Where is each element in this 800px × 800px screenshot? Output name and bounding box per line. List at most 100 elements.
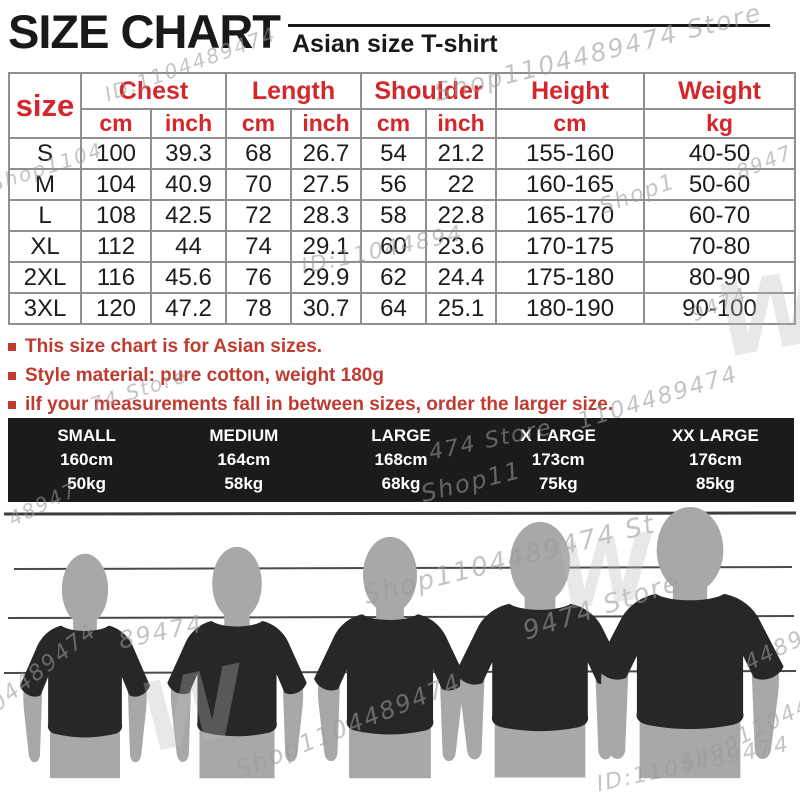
figure-x-large xyxy=(455,521,625,778)
chest-cm-unit: cm xyxy=(80,108,152,139)
value-cell: 76 xyxy=(225,261,292,294)
banner-size-label: X LARGE xyxy=(520,426,596,446)
value-cell: 22 xyxy=(425,168,498,201)
value-cell: 74 xyxy=(225,230,292,263)
size-cell: 3XL xyxy=(8,292,82,325)
value-cell: 26.7 xyxy=(289,137,363,170)
table-group-header-row: size Chest Length Shoulder Height Weight xyxy=(8,72,797,139)
table-row: L 108 42.5 72 28.3 58 22.8 165-170 60-70 xyxy=(8,199,797,232)
value-cell: 25.1 xyxy=(425,292,498,325)
note-item: Style material: pure cotton, weight 180g xyxy=(8,365,613,387)
value-cell: 112 xyxy=(80,230,152,263)
banner-weight: 58kg xyxy=(224,473,264,493)
value-cell: 108 xyxy=(80,199,152,232)
height-column-header: Height xyxy=(495,72,646,110)
value-cell: 64 xyxy=(360,292,428,325)
subtitle-rule xyxy=(288,24,770,27)
height-cm-unit: cm xyxy=(495,108,646,139)
length-inch-unit: inch xyxy=(289,108,363,139)
value-cell: 56 xyxy=(360,168,428,201)
page-subtitle: Asian size T-shirt xyxy=(292,30,498,58)
chest-column-header: Chest xyxy=(80,72,227,110)
value-cell: 78 xyxy=(225,292,292,325)
table-unit-header-row: cm inch cm inch cm inch cm kg xyxy=(9,108,797,139)
banner-weight: 85kg xyxy=(696,473,735,493)
note-bullet-icon xyxy=(8,372,16,380)
notes-list: This size chart is for Asian sizes. Style… xyxy=(8,336,613,423)
value-cell: 39.3 xyxy=(150,137,227,170)
value-cell: 70 xyxy=(225,168,292,201)
value-cell: 58 xyxy=(360,199,428,232)
size-cell: M xyxy=(8,168,82,201)
value-cell: 44 xyxy=(150,230,227,263)
value-cell: 40.9 xyxy=(150,168,227,201)
size-cell: 2XL xyxy=(8,261,82,294)
value-cell: 62 xyxy=(360,261,428,294)
value-cell: 120 xyxy=(80,292,152,325)
value-cell: 27.5 xyxy=(289,168,363,201)
value-cell: 116 xyxy=(80,261,152,294)
size-banner: SMALL 160cm 50kg MEDIUM 164cm 58kg LARGE 168cm 6… xyxy=(8,418,794,502)
note-item: This size chart is for Asian sizes. xyxy=(8,336,613,358)
weight-column-header: Weight xyxy=(643,72,797,110)
shoulder-cm-unit: cm xyxy=(360,108,428,139)
banner-height: 164cm xyxy=(217,450,271,470)
value-cell: 42.5 xyxy=(150,199,227,232)
banner-size-column: SMALL 160cm 50kg xyxy=(8,424,165,495)
value-cell: 28.3 xyxy=(289,199,363,232)
size-lineup-illustration xyxy=(3,506,797,779)
table-row: XL 112 44 74 29.1 60 23.6 170-175 70-80 xyxy=(8,230,797,263)
value-cell: 60 xyxy=(360,230,428,263)
value-cell: 90-100 xyxy=(643,292,797,325)
value-cell: 40-50 xyxy=(643,137,797,170)
banner-size-label: SMALL xyxy=(57,426,116,446)
size-cell: L xyxy=(8,199,82,232)
table-row: 3XL 120 47.2 78 30.7 64 25.1 180-190 90-100 xyxy=(8,292,797,325)
size-table-body: S 100 39.3 68 26.7 54 21.2 155-160 40-50 M 104 40.9… xyxy=(8,137,797,325)
banner-size-column: XX LARGE 176cm 85kg xyxy=(637,424,794,495)
figure-large xyxy=(314,536,466,779)
value-cell: 175-180 xyxy=(495,261,646,294)
table-row: 2XL 116 45.6 76 29.9 62 24.4 175-180 80-90 xyxy=(8,261,797,294)
table-row: S 100 39.3 68 26.7 54 21.2 155-160 40-50 xyxy=(8,137,797,170)
shoulder-column-header: Shoulder xyxy=(360,72,498,110)
banner-height: 160cm xyxy=(60,450,114,470)
value-cell: 80-90 xyxy=(643,261,797,294)
page-title: SIZE CHART xyxy=(8,5,281,58)
note-bullet-icon xyxy=(8,343,16,351)
value-cell: 160-165 xyxy=(495,168,646,201)
value-cell: 68 xyxy=(225,137,292,170)
figure-medium xyxy=(167,546,307,779)
figure-small xyxy=(20,553,150,779)
value-cell: 30.7 xyxy=(289,292,363,325)
note-bullet-icon xyxy=(8,401,16,409)
size-cell: XL xyxy=(8,230,82,263)
shoulder-inch-unit: inch xyxy=(425,108,498,139)
figure-xx-large xyxy=(596,506,784,779)
value-cell: 54 xyxy=(360,137,428,170)
banner-weight: 68kg xyxy=(381,473,421,493)
table-row: M 104 40.9 70 27.5 56 22 160-165 50-60 xyxy=(8,168,797,201)
value-cell: 104 xyxy=(80,168,152,201)
note-item: ilf your measurements fall in between si… xyxy=(8,394,613,416)
value-cell: 70-80 xyxy=(643,230,797,263)
banner-size-label: LARGE xyxy=(371,426,431,446)
banner-size-column: LARGE 168cm 68kg xyxy=(322,424,479,495)
banner-height: 173cm xyxy=(531,450,585,470)
chest-inch-unit: inch xyxy=(150,108,227,139)
value-cell: 29.1 xyxy=(289,230,363,263)
banner-size-column: MEDIUM 164cm 58kg xyxy=(165,424,322,495)
value-cell: 170-175 xyxy=(495,230,646,263)
value-cell: 21.2 xyxy=(425,137,498,170)
size-table: size Chest Length Shoulder Height Weight… xyxy=(8,72,797,325)
note-text: ilf your measurements fall in between si… xyxy=(25,394,614,415)
value-cell: 29.9 xyxy=(289,261,363,294)
weight-kg-unit: kg xyxy=(643,108,797,139)
banner-height: 176cm xyxy=(688,450,742,470)
value-cell: 22.8 xyxy=(425,199,498,232)
value-cell: 47.2 xyxy=(150,292,227,325)
banner-weight: 75kg xyxy=(538,473,578,493)
size-column-header: size xyxy=(8,72,82,139)
note-text: This size chart is for Asian sizes. xyxy=(25,336,323,357)
